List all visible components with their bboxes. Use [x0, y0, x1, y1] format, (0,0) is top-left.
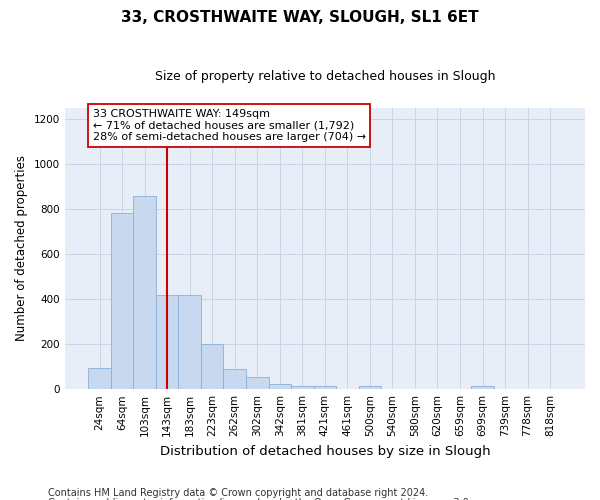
- Text: 33, CROSTHWAITE WAY, SLOUGH, SL1 6ET: 33, CROSTHWAITE WAY, SLOUGH, SL1 6ET: [121, 10, 479, 25]
- Bar: [178, 294, 201, 389]
- Bar: [269, 384, 291, 389]
- Bar: [223, 370, 246, 389]
- Y-axis label: Number of detached properties: Number of detached properties: [15, 156, 28, 342]
- Bar: [246, 378, 269, 389]
- Bar: [133, 196, 156, 389]
- Bar: [156, 294, 178, 389]
- Text: 33 CROSTHWAITE WAY: 149sqm
← 71% of detached houses are smaller (1,792)
28% of s: 33 CROSTHWAITE WAY: 149sqm ← 71% of deta…: [93, 109, 366, 142]
- Title: Size of property relative to detached houses in Slough: Size of property relative to detached ho…: [155, 70, 495, 83]
- Bar: [291, 386, 314, 389]
- Bar: [111, 213, 133, 389]
- Text: Contains public sector information licensed under the Open Government Licence v3: Contains public sector information licen…: [48, 498, 472, 500]
- X-axis label: Distribution of detached houses by size in Slough: Distribution of detached houses by size …: [160, 444, 490, 458]
- Text: Contains HM Land Registry data © Crown copyright and database right 2024.: Contains HM Land Registry data © Crown c…: [48, 488, 428, 498]
- Bar: [88, 368, 111, 389]
- Bar: [359, 386, 381, 389]
- Bar: [471, 386, 494, 389]
- Bar: [201, 344, 223, 389]
- Bar: [314, 386, 336, 389]
